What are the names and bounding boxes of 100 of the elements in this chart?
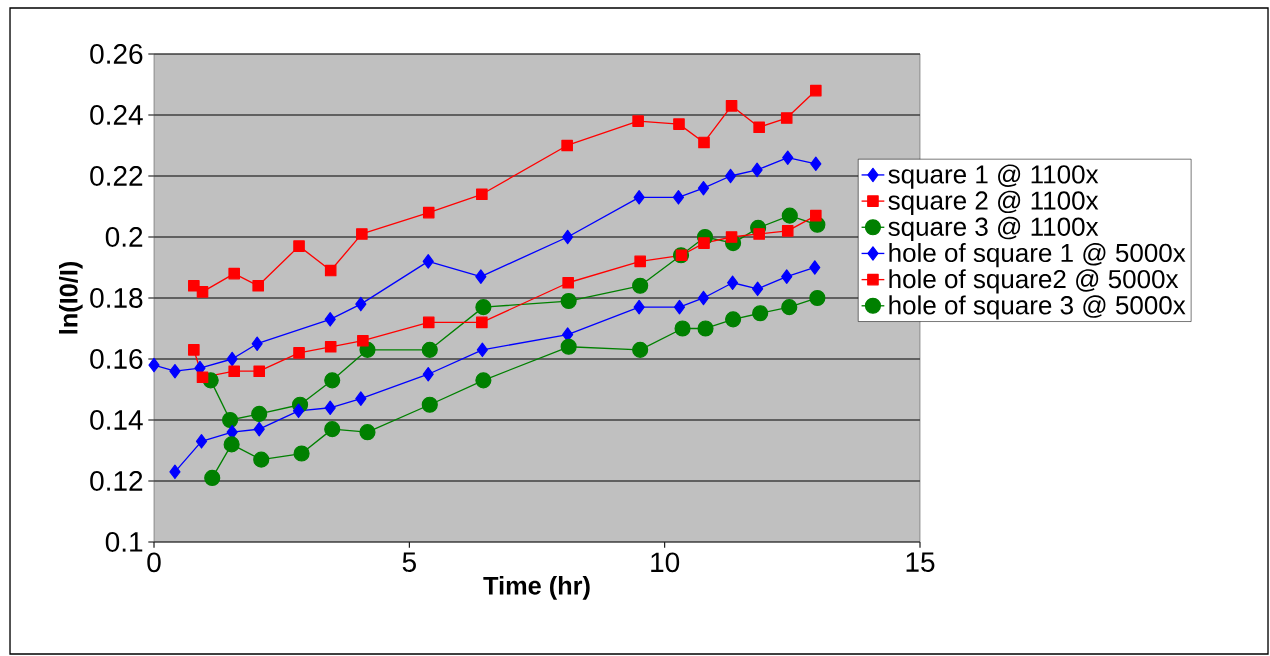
point	[422, 254, 434, 269]
point	[422, 366, 434, 382]
point	[810, 84, 822, 97]
point	[780, 112, 793, 124]
point	[475, 372, 492, 389]
point	[226, 351, 238, 367]
point	[355, 296, 367, 312]
point	[355, 391, 367, 406]
point	[781, 269, 793, 284]
point	[204, 469, 221, 486]
point	[196, 371, 209, 384]
y-axis-title: ln(I0/I)	[59, 261, 83, 334]
point	[562, 276, 574, 289]
point	[781, 225, 794, 237]
point	[293, 445, 310, 462]
point	[632, 115, 644, 127]
point	[752, 281, 764, 297]
point	[725, 100, 738, 112]
point	[725, 231, 738, 243]
point	[169, 464, 181, 480]
point	[781, 207, 798, 224]
point	[673, 299, 686, 315]
point	[697, 180, 710, 196]
legend-label: hole of square 1 @ 5000x	[889, 243, 1186, 268]
y-tick-label: 0.12	[90, 471, 143, 491]
point	[752, 305, 769, 322]
point	[476, 342, 488, 358]
point	[359, 424, 376, 441]
point	[356, 228, 368, 240]
point	[195, 434, 208, 449]
point	[188, 279, 200, 292]
point	[196, 286, 209, 298]
point	[226, 424, 238, 440]
legend-label: hole of square2 @ 5000x	[889, 269, 1179, 294]
point	[632, 277, 649, 294]
point	[222, 411, 239, 429]
point	[751, 162, 763, 178]
x-tick-label: 10	[651, 552, 680, 573]
legend-label: square 1 @ 1100x	[888, 164, 1099, 189]
point	[293, 240, 305, 252]
point	[674, 320, 691, 337]
point	[188, 344, 200, 356]
y-tick-label: 0.18	[90, 288, 143, 308]
point	[725, 311, 742, 328]
point	[422, 206, 435, 219]
point	[781, 299, 798, 316]
point	[253, 451, 270, 468]
y-tick-label: 0.1	[105, 532, 143, 552]
point	[251, 405, 268, 422]
point	[228, 267, 240, 280]
point	[324, 400, 336, 416]
point	[148, 357, 160, 373]
point	[753, 121, 765, 133]
point	[253, 421, 265, 437]
y-tick-label: 0.24	[90, 105, 143, 125]
point	[324, 421, 341, 438]
point	[324, 340, 337, 353]
point	[293, 347, 305, 359]
point	[697, 320, 714, 337]
point	[726, 275, 739, 290]
point	[475, 299, 492, 316]
point	[251, 336, 263, 352]
y-tick-label: 0.14	[90, 410, 143, 430]
point	[253, 365, 266, 377]
point	[724, 168, 737, 184]
point	[324, 312, 336, 327]
point	[673, 118, 685, 130]
legend-label: square 2 @ 1100x	[888, 190, 1099, 215]
y-tick-label: 0.2	[105, 227, 143, 247]
point	[753, 228, 765, 240]
x-tick-label: 5	[402, 552, 416, 572]
point	[421, 396, 438, 413]
point	[672, 190, 685, 205]
x-axis-title: Time (hr)	[483, 576, 590, 600]
point	[421, 341, 438, 358]
y-tick-label: 0.16	[90, 349, 143, 369]
point	[169, 363, 181, 379]
legend-label: square 3 @ 1100x	[888, 216, 1099, 242]
point	[633, 190, 645, 205]
point	[698, 136, 710, 149]
point	[228, 365, 240, 377]
point	[560, 292, 577, 310]
point	[633, 299, 645, 315]
point	[422, 316, 435, 329]
point	[561, 139, 573, 152]
point	[697, 290, 710, 306]
point	[223, 436, 240, 453]
point	[698, 237, 710, 249]
point	[782, 150, 794, 165]
point	[292, 403, 305, 419]
point	[809, 289, 826, 307]
legend-label: hole of square 3 @ 5000x	[889, 295, 1186, 320]
point	[475, 269, 487, 284]
point	[562, 229, 574, 245]
point	[810, 209, 822, 222]
x-tick-label: 15	[906, 552, 935, 572]
x-tick-label: 0	[147, 552, 161, 573]
y-tick-label: 0.22	[90, 166, 143, 186]
point	[357, 334, 369, 347]
point	[560, 338, 577, 355]
